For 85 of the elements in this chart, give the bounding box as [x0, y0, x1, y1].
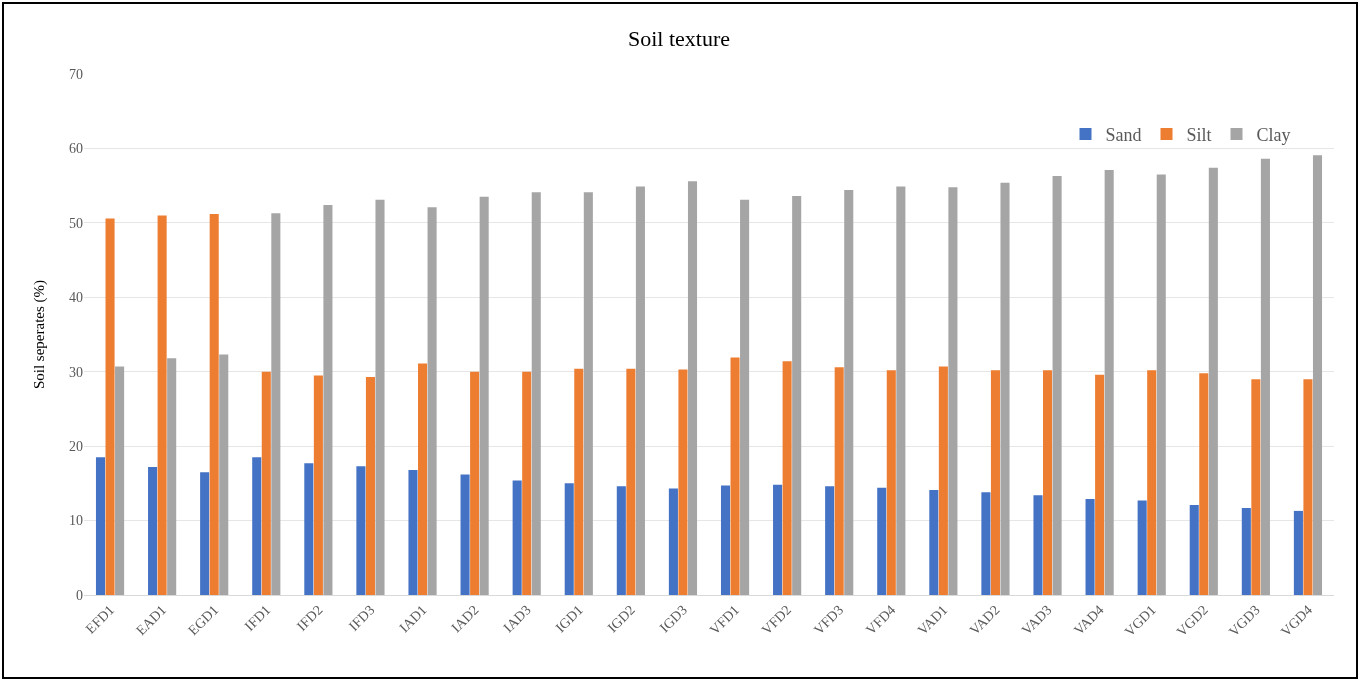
- bar: [990, 370, 1000, 595]
- bar: [304, 463, 314, 595]
- bar: [720, 485, 731, 595]
- bar: [687, 181, 698, 595]
- bar: [616, 486, 626, 595]
- bar: [1293, 510, 1303, 595]
- bar: [1104, 170, 1114, 595]
- y-tick-label: 10: [69, 513, 83, 529]
- bar: [200, 472, 210, 595]
- bar: [219, 354, 229, 595]
- bar: [678, 369, 688, 595]
- bar: [1199, 373, 1209, 595]
- bar: [1033, 495, 1043, 595]
- bar: [792, 196, 802, 595]
- bar: [531, 192, 541, 595]
- bar: [460, 474, 470, 595]
- bar: [1312, 155, 1323, 595]
- bar: [981, 492, 991, 595]
- legend-label: Clay: [1256, 124, 1291, 145]
- y-tick-label: 40: [69, 290, 83, 306]
- bar: [583, 192, 593, 595]
- bar: [938, 366, 948, 595]
- bar: [479, 196, 489, 595]
- bar: [574, 368, 584, 595]
- bar: [1241, 507, 1251, 595]
- bar: [105, 218, 115, 595]
- bar: [167, 358, 177, 595]
- bar: [1043, 370, 1053, 595]
- y-tick-label: 30: [69, 364, 83, 380]
- bar: [1189, 504, 1199, 595]
- bar: [261, 371, 271, 595]
- bar: [365, 376, 375, 595]
- y-tick-label: 70: [69, 66, 83, 82]
- bar: [375, 199, 385, 595]
- bar: [1208, 167, 1218, 595]
- y-tick-label: 50: [69, 215, 83, 231]
- bar: [782, 361, 792, 595]
- bar: [252, 457, 262, 595]
- bar: [929, 490, 939, 595]
- bar: [95, 457, 106, 595]
- y-tick-label: 20: [69, 439, 83, 455]
- bar: [877, 487, 887, 595]
- bar: [834, 367, 844, 595]
- bar: [635, 186, 645, 595]
- bar: [1095, 374, 1105, 595]
- bar: [522, 371, 532, 595]
- bar: [157, 215, 167, 595]
- bar: [418, 363, 428, 595]
- bar: [271, 213, 281, 595]
- y-tick-label: 60: [69, 141, 83, 157]
- legend-label: Silt: [1186, 124, 1212, 145]
- bar: [470, 371, 480, 595]
- bar: [512, 480, 522, 595]
- y-tick-label: 0: [76, 587, 83, 603]
- bar: [886, 370, 896, 595]
- bar: [626, 368, 636, 595]
- bar: [564, 483, 574, 595]
- bar: [1052, 175, 1062, 595]
- bar: [1085, 498, 1095, 595]
- bar: [408, 469, 418, 595]
- bar: [844, 190, 854, 595]
- chart-title: Soil texture: [627, 26, 731, 52]
- bar: [948, 187, 958, 595]
- bar: [1147, 370, 1157, 595]
- bar: [896, 186, 906, 595]
- bar: [1303, 379, 1313, 595]
- bar: [773, 484, 783, 595]
- legend-label: Sand: [1105, 124, 1142, 145]
- bar: [1137, 500, 1147, 595]
- bar: [825, 486, 835, 595]
- bar: [323, 204, 333, 595]
- bar: [1260, 158, 1270, 595]
- bar: [1000, 182, 1010, 595]
- bar: [427, 207, 437, 595]
- bar: [730, 357, 740, 595]
- bar: [668, 488, 678, 595]
- bar: [1251, 379, 1261, 595]
- y-axis-title: Soil seperates (%): [31, 279, 48, 390]
- bar: [115, 366, 125, 595]
- bar: [209, 213, 219, 595]
- bar: [313, 375, 323, 595]
- bar: [1156, 174, 1166, 595]
- bar: [356, 466, 366, 595]
- bar: [740, 199, 750, 595]
- bar: [148, 466, 158, 595]
